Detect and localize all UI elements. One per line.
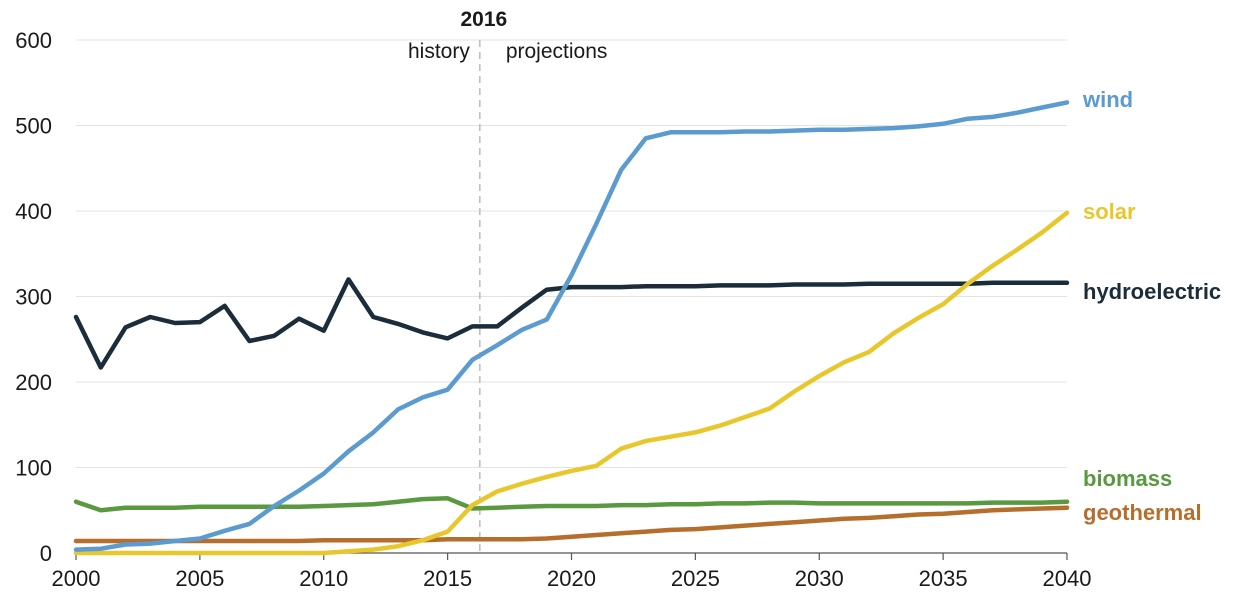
projections-label: projections [506, 40, 608, 63]
series-label-wind: wind [1082, 87, 1133, 112]
x-tick-label: 2005 [175, 566, 224, 591]
y-tick-label: 500 [15, 114, 52, 139]
series-label-biomass: biomass [1083, 466, 1172, 491]
x-tick-label: 2020 [547, 566, 596, 591]
series-lines [73, 100, 1070, 556]
x-tick-label: 2030 [795, 566, 844, 591]
series-line-biomass [73, 496, 1070, 513]
series-line-geothermal [73, 505, 1070, 544]
history-label: history [408, 40, 470, 63]
series-label-geothermal: geothermal [1083, 500, 1202, 525]
series-label-solar: solar [1083, 199, 1136, 224]
x-tick-label: 2025 [671, 566, 720, 591]
y-tick-label: 600 [15, 28, 52, 53]
x-tick-label: 2000 [52, 566, 101, 591]
series-line-hydroelectric [73, 277, 1070, 370]
y-tick-label: 300 [15, 285, 52, 310]
x-tick-label: 2010 [299, 566, 348, 591]
x-tick-label: 2035 [919, 566, 968, 591]
series-line-wind [73, 100, 1070, 552]
divider-year-label: 2016 [460, 8, 507, 31]
series-line-solar [73, 210, 1070, 556]
x-axis-ticks: 2000 2005 2010 2015 2020 2025 2030 2035 2040 [52, 553, 1092, 591]
y-tick-label: 200 [15, 370, 52, 395]
y-tick-label: 0 [40, 541, 52, 566]
y-tick-label: 400 [15, 199, 52, 224]
series-label-hydroelectric: hydroelectric [1083, 279, 1221, 304]
x-tick-label: 2015 [423, 566, 472, 591]
x-tick-label: 2040 [1043, 566, 1092, 591]
y-tick-label: 100 [15, 456, 52, 481]
y-axis-ticks: 0 100 200 300 400 500 600 [15, 28, 52, 566]
series-labels: wind solar hydroelectric biomass geothermal [1082, 87, 1221, 525]
gridlines [76, 39, 1067, 468]
